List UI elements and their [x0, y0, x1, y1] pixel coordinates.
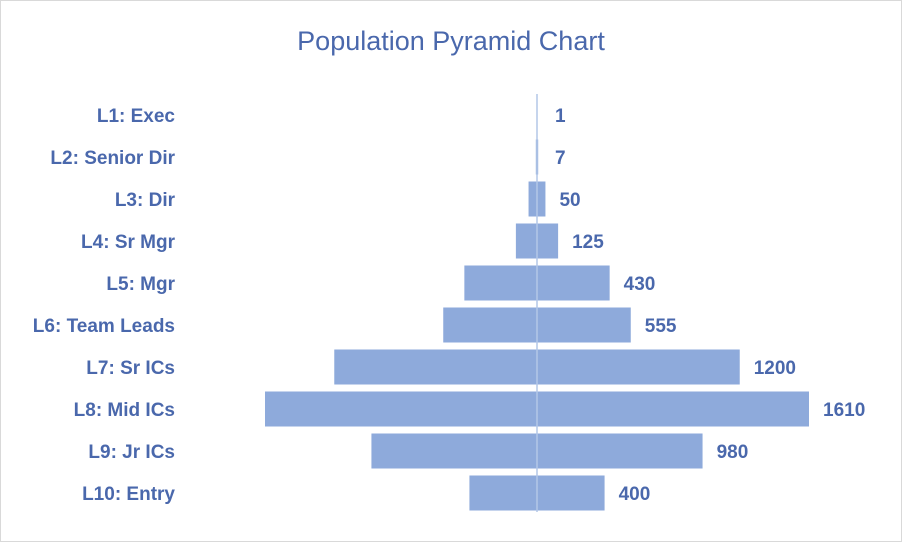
- category-label-4: L4: Sr Mgr: [81, 232, 176, 253]
- chart-title: Population Pyramid Chart: [297, 26, 605, 56]
- value-label-10: 400: [619, 484, 651, 505]
- value-label-6: 555: [645, 316, 677, 337]
- category-label-8: L8: Mid ICs: [74, 400, 175, 421]
- value-label-2: 7: [555, 148, 566, 169]
- category-labels-group: L1: Exec L2: Senior Dir L3: Dir L4: Sr Mgr L…: [33, 106, 176, 505]
- category-label-10: L10: Entry: [82, 484, 175, 505]
- category-label-9: L9: Jr ICs: [88, 442, 175, 463]
- value-label-5: 430: [624, 274, 656, 295]
- category-label-1: L1: Exec: [97, 106, 176, 127]
- category-label-6: L6: Team Leads: [33, 316, 175, 337]
- category-label-3: L3: Dir: [115, 190, 176, 211]
- value-labels-group: 1 7 50 125 430 555 1200 1610 980 400: [555, 106, 865, 505]
- value-label-8: 1610: [823, 400, 865, 421]
- value-label-9: 980: [717, 442, 749, 463]
- value-label-3: 50: [559, 190, 580, 211]
- category-label-7: L7: Sr ICs: [86, 358, 175, 379]
- category-label-2: L2: Senior Dir: [50, 148, 175, 169]
- value-label-1: 1: [555, 106, 566, 127]
- value-label-7: 1200: [754, 358, 796, 379]
- value-label-4: 125: [572, 232, 604, 253]
- category-label-5: L5: Mgr: [106, 274, 175, 295]
